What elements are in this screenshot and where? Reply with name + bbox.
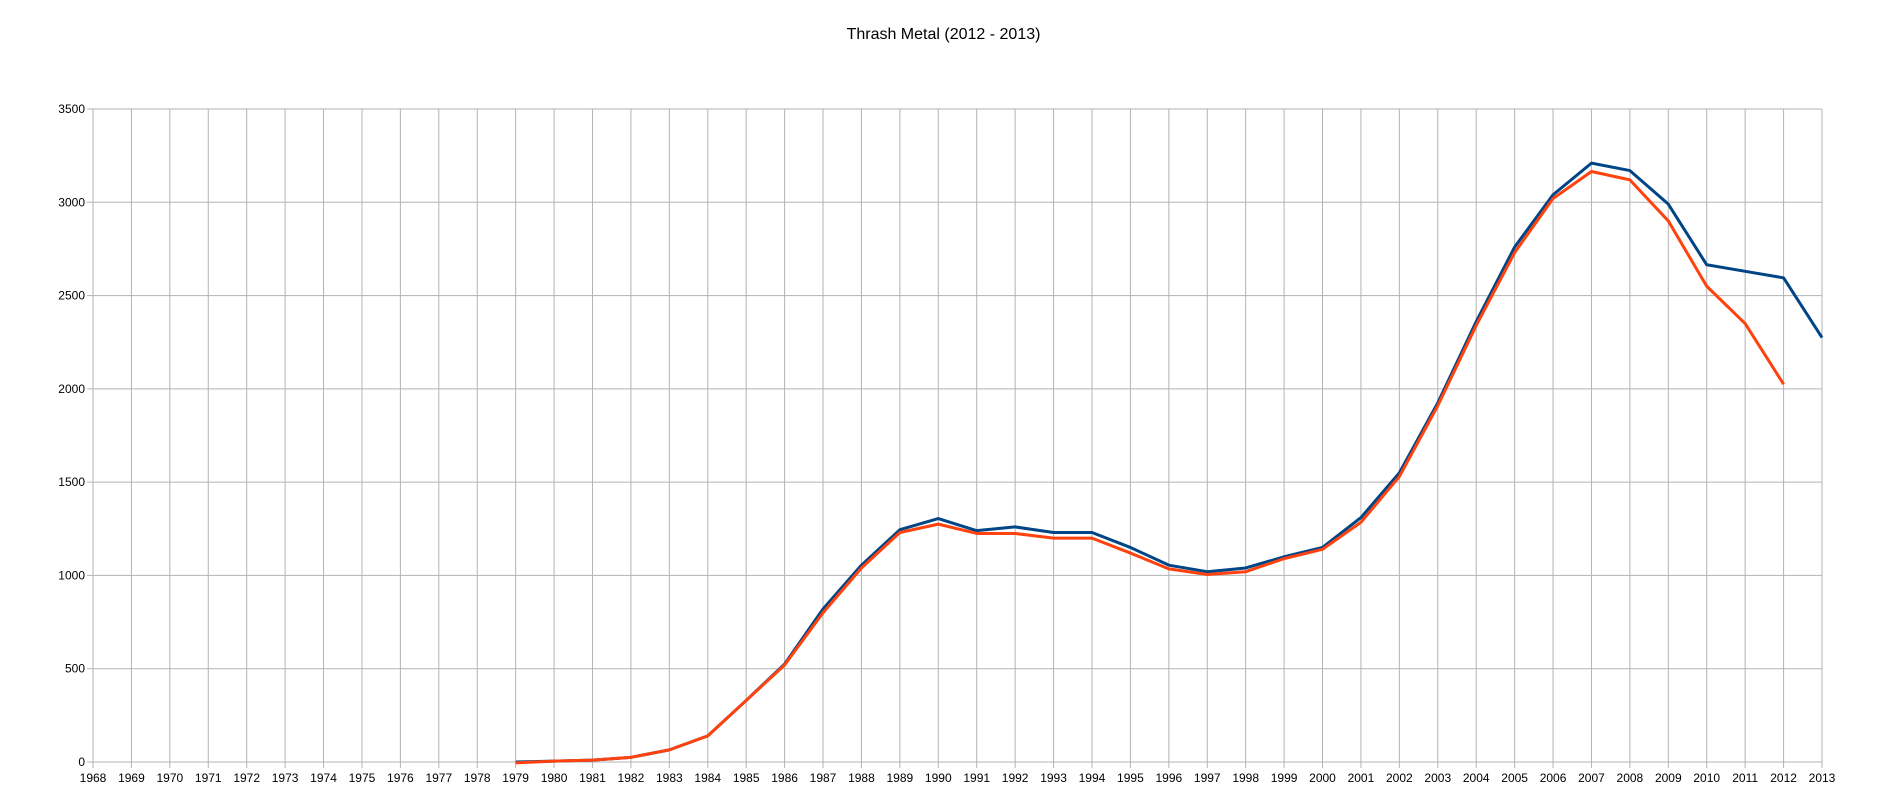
x-tick-label: 1969 — [118, 771, 145, 785]
x-tick-label: 1990 — [925, 771, 952, 785]
x-tick-label: 1972 — [233, 771, 260, 785]
x-tick-label: 1994 — [1079, 771, 1106, 785]
x-tick-label: 1995 — [1117, 771, 1144, 785]
x-tick-label: 1989 — [887, 771, 914, 785]
x-tick-label: 1984 — [694, 771, 721, 785]
x-tick-label: 2011 — [1732, 771, 1758, 785]
x-tick-label: 1980 — [541, 771, 568, 785]
x-tick-label: 1981 — [579, 771, 606, 785]
x-tick-label: 1986 — [771, 771, 798, 785]
x-tick-label: 1975 — [349, 771, 376, 785]
x-tick-label: 1983 — [656, 771, 683, 785]
x-tick-label: 2002 — [1386, 771, 1413, 785]
x-tick-label: 1985 — [733, 771, 760, 785]
x-tick-label: 2009 — [1655, 771, 1682, 785]
x-tick-label: 1968 — [80, 771, 107, 785]
x-tick-label: 2007 — [1578, 771, 1605, 785]
x-tick-label: 1999 — [1271, 771, 1298, 785]
x-tick-label: 1978 — [464, 771, 491, 785]
series-lines — [515, 161, 1824, 765]
y-tick-label: 500 — [65, 662, 85, 676]
chart-title: Thrash Metal (2012 - 2013) — [846, 26, 1041, 43]
x-tick-label: 1979 — [502, 771, 529, 785]
grid-lines — [87, 108, 1823, 768]
x-tick-label: 2008 — [1617, 771, 1644, 785]
y-tick-label: 1000 — [58, 568, 85, 582]
x-tick-label: 2004 — [1463, 771, 1490, 785]
x-tick-label: 2005 — [1501, 771, 1528, 785]
x-tick-label: 1971 — [195, 771, 222, 785]
x-tick-label: 2013 — [1809, 771, 1836, 785]
x-tick-label: 2006 — [1540, 771, 1567, 785]
x-tick-label: 1973 — [272, 771, 299, 785]
y-tick-label: 0 — [78, 755, 85, 769]
x-tick-label: 1976 — [387, 771, 414, 785]
y-tick-label: 1500 — [58, 475, 85, 489]
y-tick-label: 3500 — [58, 102, 85, 116]
x-tick-label: 1998 — [1232, 771, 1259, 785]
x-tick-label: 2003 — [1424, 771, 1451, 785]
x-tick-label: 1970 — [156, 771, 183, 785]
x-tick-label: 1974 — [310, 771, 337, 785]
x-tick-label: 2010 — [1693, 771, 1720, 785]
x-tick-label: 1992 — [1002, 771, 1029, 785]
x-tick-label: 1977 — [425, 771, 452, 785]
x-tick-label: 1997 — [1194, 771, 1221, 785]
x-tick-label: 1988 — [848, 771, 875, 785]
x-tick-label: 1996 — [1155, 771, 1182, 785]
x-tick-label: 2012 — [1770, 771, 1797, 785]
y-tick-label: 2000 — [58, 382, 85, 396]
x-tick-label: 1993 — [1040, 771, 1067, 785]
y-tick-label: 2500 — [58, 289, 85, 303]
y-tick-label: 3000 — [58, 195, 85, 209]
series-line-2 — [515, 170, 1785, 765]
x-tick-label: 2000 — [1309, 771, 1336, 785]
x-tick-label: 1987 — [810, 771, 837, 785]
x-tick-label: 1991 — [963, 771, 990, 785]
axis-tick-labels: 0 500 1000 1500 2000 2500 3000 3500 1968 1969 1970… — [58, 102, 1835, 785]
x-tick-label: 1982 — [618, 771, 645, 785]
x-tick-label: 2001 — [1348, 771, 1375, 785]
